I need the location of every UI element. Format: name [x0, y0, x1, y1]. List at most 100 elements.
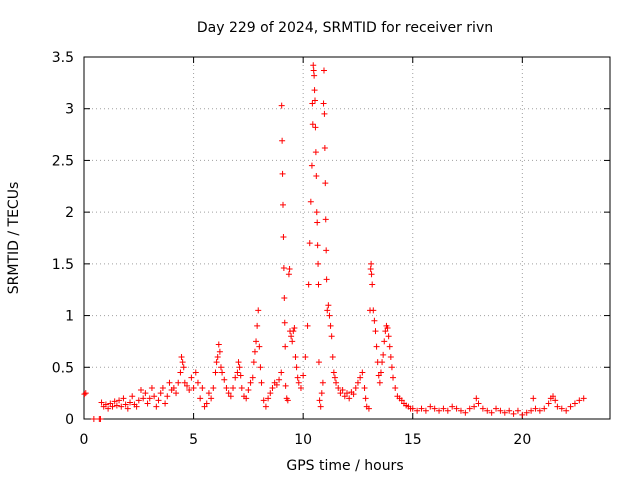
data-point	[479, 405, 486, 412]
data-point	[444, 407, 451, 414]
data-point	[571, 400, 578, 407]
data-point	[385, 333, 392, 340]
data-point	[282, 382, 289, 389]
data-point	[302, 353, 309, 360]
data-point	[541, 405, 548, 412]
data-point	[510, 410, 517, 417]
data-point	[232, 374, 239, 381]
data-point	[197, 395, 204, 402]
data-point	[306, 240, 313, 247]
data-point	[390, 374, 397, 381]
data-point	[194, 379, 201, 386]
data-point	[133, 403, 140, 410]
data-point	[382, 328, 389, 335]
data-point	[312, 149, 319, 156]
data-point	[545, 400, 552, 407]
data-point	[331, 374, 338, 381]
data-point	[203, 400, 210, 407]
data-point	[528, 407, 535, 414]
data-point	[316, 397, 323, 404]
data-point	[310, 67, 317, 74]
data-point	[190, 384, 197, 391]
data-point	[98, 399, 105, 406]
data-point	[217, 364, 224, 371]
data-point	[488, 409, 495, 416]
data-point	[466, 405, 473, 412]
data-point	[321, 110, 328, 117]
data-point	[265, 395, 272, 402]
data-point	[186, 387, 193, 394]
y-tick-label: 2	[65, 205, 74, 221]
data-point	[82, 390, 89, 397]
data-point	[381, 338, 388, 345]
data-point	[387, 353, 394, 360]
data-point	[214, 353, 221, 360]
data-point	[315, 260, 322, 267]
data-point	[262, 403, 269, 410]
data-point	[297, 384, 304, 391]
data-point	[554, 403, 561, 410]
data-point	[320, 67, 327, 74]
data-point	[318, 390, 325, 397]
data-point	[333, 379, 340, 386]
data-point	[295, 379, 302, 386]
data-point	[449, 403, 456, 410]
data-point	[238, 384, 245, 391]
data-point	[166, 379, 173, 386]
data-point	[320, 100, 327, 107]
data-point	[310, 62, 317, 69]
y-tick-label: 0.5	[52, 360, 74, 376]
data-point	[175, 379, 182, 386]
data-point	[386, 343, 393, 350]
data-point	[282, 343, 289, 350]
data-point	[251, 348, 258, 355]
data-point	[375, 372, 382, 379]
data-point	[279, 170, 286, 177]
data-point	[105, 405, 112, 412]
data-point	[317, 403, 324, 410]
data-point	[111, 398, 118, 405]
data-point	[436, 407, 443, 414]
data-point	[291, 324, 298, 331]
data-point	[227, 393, 234, 400]
data-point	[235, 359, 242, 366]
data-point	[144, 400, 151, 407]
data-point	[212, 369, 219, 376]
data-point	[530, 395, 537, 402]
data-point	[457, 407, 464, 414]
data-point	[279, 137, 286, 144]
data-point	[344, 390, 350, 397]
data-point	[315, 359, 322, 366]
data-point	[313, 172, 320, 179]
data-point	[164, 393, 171, 400]
data-point	[372, 328, 379, 335]
data-point	[501, 409, 508, 416]
data-point	[532, 405, 539, 412]
data-point	[304, 322, 311, 329]
data-point	[398, 397, 405, 404]
data-point	[309, 121, 316, 128]
data-point	[253, 338, 260, 345]
data-point	[142, 390, 149, 397]
data-point	[257, 364, 264, 371]
data-point	[300, 372, 307, 379]
y-tick-label: 2.5	[52, 153, 74, 169]
data-point	[81, 391, 88, 398]
data-point	[323, 247, 330, 254]
data-point	[292, 353, 299, 360]
data-point	[216, 348, 223, 355]
data-point	[315, 281, 322, 288]
data-point	[370, 307, 377, 314]
data-point	[427, 403, 434, 410]
data-point	[181, 379, 188, 386]
data-point	[137, 387, 144, 394]
data-point	[361, 384, 368, 391]
data-point	[180, 364, 187, 371]
data-point	[384, 324, 391, 331]
data-point	[177, 369, 184, 376]
x-tick-label: 10	[294, 432, 312, 448]
x-tick-label: 15	[404, 432, 422, 448]
data-point	[341, 393, 348, 400]
data-point	[102, 401, 109, 408]
data-point	[159, 384, 166, 391]
